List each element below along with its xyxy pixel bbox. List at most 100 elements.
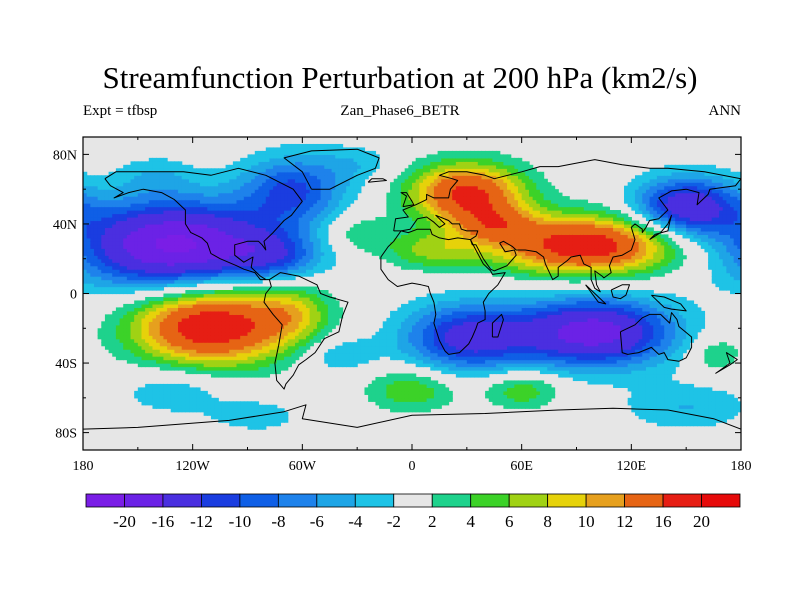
field-cell <box>258 307 263 312</box>
field-cell <box>298 272 303 277</box>
field-cell <box>382 331 388 336</box>
field-cell <box>390 380 395 385</box>
field-cell <box>196 241 201 246</box>
field-cell <box>189 213 194 218</box>
field-cell <box>130 359 135 364</box>
field-cell <box>401 376 406 382</box>
field-cell <box>148 244 154 249</box>
field-cell <box>101 220 106 225</box>
field-cell <box>247 258 252 263</box>
field-cell <box>104 279 110 284</box>
field-cell <box>196 269 201 274</box>
field-cell <box>393 383 398 388</box>
field-cell <box>141 390 146 395</box>
field-cell <box>101 290 106 295</box>
field-cell <box>137 269 143 274</box>
field-cell <box>276 290 281 295</box>
field-cell <box>207 175 212 180</box>
field-cell <box>368 383 373 388</box>
field-cell <box>145 345 150 350</box>
field-cell <box>408 241 413 246</box>
field-cell <box>243 338 249 343</box>
field-cell <box>156 286 161 291</box>
field-cell <box>404 210 409 215</box>
field-cell <box>123 276 128 281</box>
field-cell <box>185 370 190 375</box>
field-cell <box>335 185 340 190</box>
field-cell <box>254 366 260 371</box>
field-cell <box>254 310 260 315</box>
field-cell <box>408 251 413 256</box>
field-cell <box>167 397 172 402</box>
field-cell <box>316 303 322 309</box>
field-cell <box>265 168 271 173</box>
field-cell <box>156 265 161 270</box>
field-cell <box>225 230 230 235</box>
field-cell <box>115 258 121 263</box>
field-cell <box>364 168 369 173</box>
field-cell <box>386 321 391 326</box>
field-cell <box>408 397 413 402</box>
field-cell <box>145 216 150 222</box>
field-cell <box>324 189 329 194</box>
field-cell <box>320 237 325 242</box>
field-cell <box>273 234 278 239</box>
field-cell <box>141 230 146 235</box>
field-cell <box>335 203 340 208</box>
field-cell <box>284 150 289 155</box>
field-cell <box>262 175 267 180</box>
field-cell <box>229 241 234 246</box>
field-cell <box>338 314 344 319</box>
field-cell <box>152 317 157 322</box>
field-cell <box>247 425 252 430</box>
field-cell <box>265 363 271 368</box>
field-cell <box>137 262 143 267</box>
field-cell <box>401 390 406 395</box>
field-cell <box>134 241 139 246</box>
field-cell <box>401 237 406 242</box>
field-cell <box>210 178 216 183</box>
field-cell <box>210 216 216 222</box>
field-cell <box>185 223 190 229</box>
field-cell <box>269 269 274 274</box>
field-cell <box>236 293 241 298</box>
field-cell <box>243 175 249 180</box>
field-cell <box>360 356 366 361</box>
field-cell <box>185 293 190 298</box>
field-cell <box>295 290 300 295</box>
field-cell <box>375 157 380 162</box>
field-cell <box>178 171 183 176</box>
field-cell <box>97 213 102 218</box>
field-cell <box>401 383 406 388</box>
field-cell <box>247 338 252 343</box>
field-cell <box>287 175 292 180</box>
field-cell <box>335 168 340 173</box>
field-cell <box>163 196 168 201</box>
field-cell <box>174 265 179 270</box>
field-cell <box>349 164 355 169</box>
field-cell <box>174 352 179 357</box>
field-cell <box>203 345 208 350</box>
field-cell <box>236 206 241 211</box>
field-cell <box>415 196 420 201</box>
field-cell <box>371 234 377 239</box>
field-cell <box>305 321 311 326</box>
field-cell <box>251 356 256 361</box>
field-cell <box>240 171 245 176</box>
field-cell <box>159 248 165 253</box>
field-cell <box>305 345 311 350</box>
field-cell <box>298 314 303 319</box>
field-cell <box>112 269 117 274</box>
field-cell <box>357 168 362 173</box>
field-cell <box>364 154 369 159</box>
field-cell <box>152 279 157 284</box>
field-cell <box>221 331 227 336</box>
field-cell <box>236 359 241 364</box>
field-cell <box>280 303 285 309</box>
field-cell <box>156 161 161 166</box>
field-cell <box>141 387 146 392</box>
field-cell <box>232 331 238 336</box>
field-cell <box>349 345 355 350</box>
field-cell <box>108 338 113 343</box>
field-cell <box>280 411 285 416</box>
